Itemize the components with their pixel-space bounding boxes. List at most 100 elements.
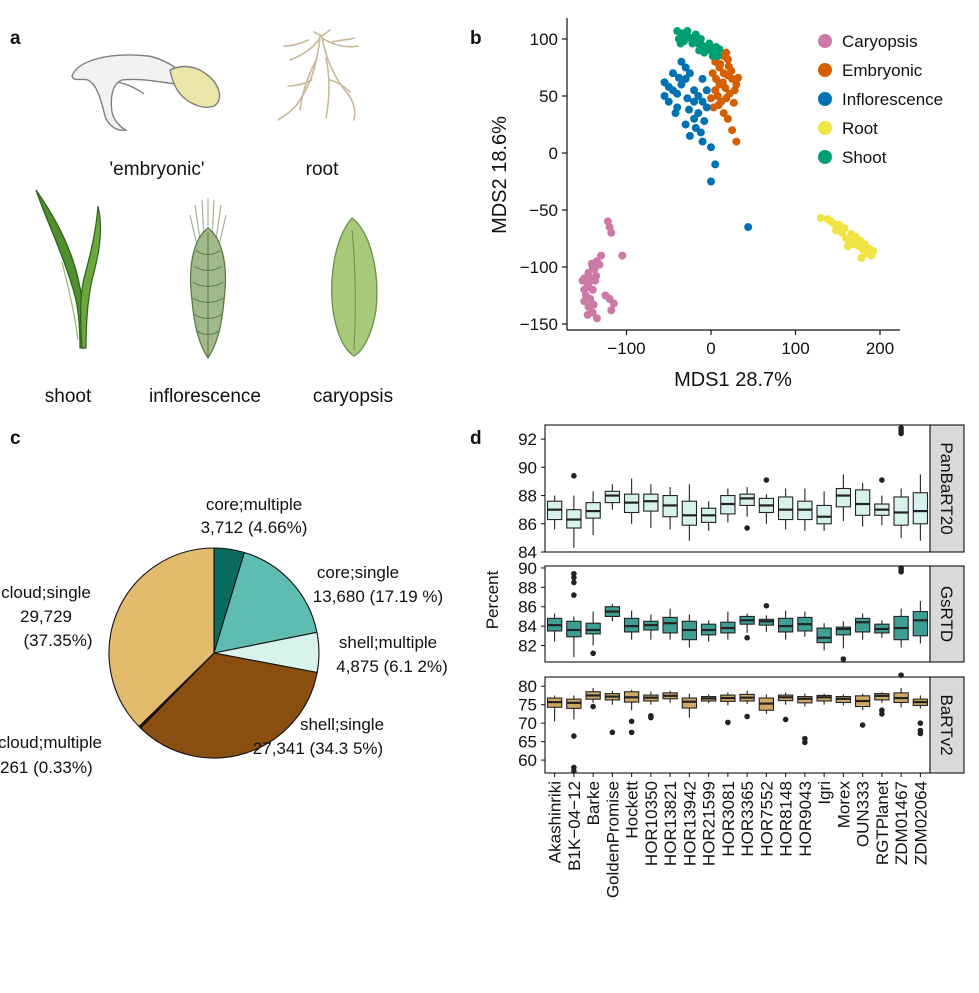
cloud-multiple-name: cloud;multiple	[0, 733, 102, 752]
box-body	[643, 493, 659, 512]
scatter-point-inflorescence	[683, 94, 692, 103]
box-outlier	[802, 739, 808, 746]
scatter-point-embryonic	[728, 74, 737, 83]
box-body	[893, 496, 909, 526]
box-outlier	[763, 602, 770, 609]
box-body	[912, 492, 929, 525]
scatter-point-embryonic	[730, 86, 739, 95]
pie-slice-core-single	[213, 551, 318, 654]
panel-d: d PanBaRT208486889092GsRTD8284868890BaRT…	[470, 424, 965, 898]
cloud-single-pct: (37.35%)	[24, 631, 93, 650]
scatter-point-embryonic	[716, 60, 725, 69]
box-body	[835, 626, 852, 636]
facet-strip-label: BaRTv2	[937, 694, 956, 755]
category-label: HOR21599	[700, 781, 719, 866]
scatter-point-embryonic	[719, 109, 728, 118]
scatter-point-caryopsis	[578, 276, 587, 285]
core-multiple-value: 3,712 (4.66%)	[201, 518, 308, 537]
scatter-point-inflorescence	[681, 63, 690, 72]
panel-a-label: a	[10, 28, 21, 49]
scatter-point-inflorescence	[690, 114, 699, 123]
category-label: Akashinriki	[546, 781, 565, 863]
legend-label-embryonic: Embryonic	[842, 61, 923, 80]
scatter-point-inflorescence	[681, 74, 690, 83]
box-outlier	[571, 592, 577, 598]
root-label: root	[306, 159, 339, 180]
box-body	[854, 489, 871, 516]
core-single-value: 13,680 (17.19 %)	[313, 587, 443, 606]
box-outlier	[763, 477, 770, 483]
y-tick-label: 80	[518, 677, 537, 696]
root-illustration	[277, 29, 359, 121]
x-axis-title: MDS1 28.7%	[674, 369, 792, 391]
shell-multiple-value: 4,875 (6.1 2%)	[336, 657, 448, 676]
scatter-point-inflorescence	[685, 69, 694, 78]
scatter-point-caryopsis	[580, 285, 589, 294]
category-label: HOR3365	[738, 781, 757, 857]
box-outlier	[571, 574, 577, 581]
box-outlier	[628, 729, 635, 736]
scatter-point-embryonic	[729, 98, 738, 107]
scatter-point-embryonic	[724, 62, 733, 71]
scatter-point-inflorescence	[685, 131, 694, 140]
y-tick-label: 65	[518, 733, 537, 752]
box-outlier	[571, 733, 577, 739]
y-tick-label: 0	[549, 144, 558, 163]
scatter-point-inflorescence	[702, 103, 711, 112]
scatter-point-inflorescence	[660, 92, 669, 100]
box-outlier	[609, 729, 616, 736]
y-tick-label: 100	[530, 30, 558, 49]
y-axis-title: Percent	[483, 570, 502, 629]
category-label: Igri	[815, 781, 834, 805]
y-tick-label: −100	[520, 258, 558, 277]
box-body	[854, 617, 871, 633]
scatter-point-root	[857, 253, 866, 262]
scatter-point-embryonic	[714, 101, 723, 110]
box-body	[816, 504, 832, 525]
caryopsis-label: caryopsis	[313, 386, 393, 407]
legend-label-root: Root	[842, 119, 878, 138]
box-body	[585, 622, 601, 635]
scatter-point-inflorescence	[681, 120, 690, 129]
legend-marker-caryopsis	[818, 34, 832, 48]
facet-strip	[929, 676, 965, 774]
y-tick-label: −150	[520, 315, 558, 334]
box-outlier	[898, 425, 904, 431]
facet-frame	[544, 424, 931, 553]
box-outlier	[744, 525, 750, 531]
cloud-single-value: 29,729	[20, 607, 72, 626]
scatter-point-caryopsis	[601, 291, 610, 300]
scatter-point-inflorescence	[690, 97, 699, 106]
inflorescence-label: inflorescence	[149, 386, 261, 407]
y-tick-label: 50	[539, 87, 558, 106]
y-tick-label: 84	[518, 617, 537, 636]
panel-b-label: b	[470, 28, 482, 49]
y-tick-label: 60	[518, 751, 537, 770]
scatter-point-caryopsis	[583, 310, 592, 319]
scatter-point-embryonic	[712, 74, 721, 83]
x-tick-label: 0	[706, 339, 715, 358]
scatter-point-shoot	[705, 39, 714, 48]
scatter-point-inflorescence	[696, 128, 705, 137]
panel-b: b −150 −100 −50 0 50 100 −100 0 100 200 MDS1 28.7%…	[470, 18, 943, 391]
y-tick-label: 90	[518, 458, 537, 477]
scatter-point-embryonic	[734, 73, 743, 82]
x-tick-label: 100	[781, 339, 809, 358]
box-outlier	[725, 719, 731, 726]
y-tick-label: −50	[529, 201, 558, 220]
box-body	[912, 611, 929, 637]
category-label: ZDM01467	[892, 781, 911, 865]
scatter-point-root	[843, 242, 852, 251]
y-tick-label: 88	[518, 487, 537, 506]
scatter-point-inflorescence	[707, 143, 715, 152]
y-tick-label: 90	[518, 559, 537, 578]
scatter-point-caryopsis	[607, 228, 616, 237]
category-label: ZDM02064	[911, 781, 930, 865]
scatter-point-caryopsis	[607, 306, 616, 315]
box-outlier	[898, 565, 904, 571]
core-single-name: core;single	[317, 563, 399, 582]
legend-marker-inflorescence	[818, 92, 832, 106]
legend-marker-root	[818, 121, 832, 135]
y-tick-label: 70	[518, 714, 537, 733]
